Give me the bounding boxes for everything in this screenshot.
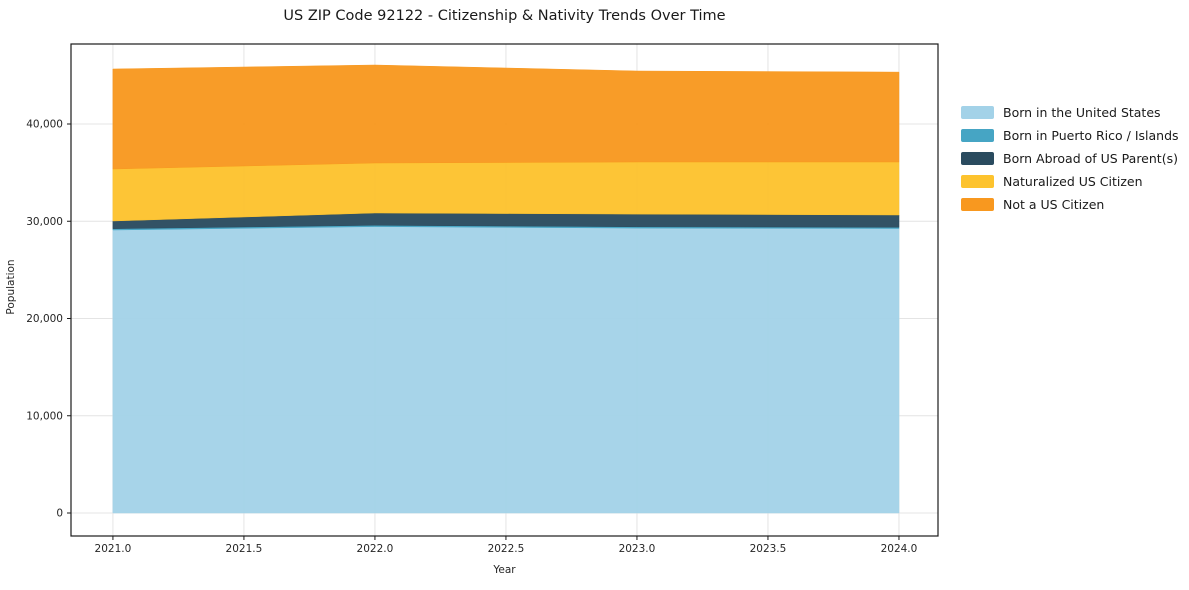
legend-label: Naturalized US Citizen bbox=[1003, 173, 1143, 189]
area-series-1 bbox=[112, 226, 900, 514]
y-tick-label: 0 bbox=[56, 508, 63, 520]
x-axis-label: Year bbox=[493, 564, 516, 576]
legend-swatch bbox=[961, 128, 994, 142]
y-axis-label: Population bbox=[5, 259, 17, 315]
legend-swatch bbox=[961, 105, 994, 119]
legend-item: Born Abroad of US Parent(s) bbox=[961, 150, 1179, 166]
x-tick-label: 2021.0 bbox=[95, 543, 132, 555]
x-tick-label: 2022.0 bbox=[357, 543, 394, 555]
area-series-4 bbox=[112, 161, 900, 222]
legend-swatch bbox=[961, 174, 994, 188]
x-tick-label: 2021.5 bbox=[226, 543, 263, 555]
legend-label: Born Abroad of US Parent(s) bbox=[1003, 150, 1178, 166]
legend-item: Born in the United States bbox=[961, 104, 1179, 120]
legend-item: Born in Puerto Rico / Islands bbox=[961, 127, 1179, 143]
y-tick-label: 30,000 bbox=[26, 216, 63, 228]
x-tick-label: 2023.0 bbox=[619, 543, 656, 555]
y-tick-label: 20,000 bbox=[26, 313, 63, 325]
y-tick-label: 10,000 bbox=[26, 410, 63, 422]
legend-label: Not a US Citizen bbox=[1003, 196, 1105, 212]
x-tick-label: 2022.5 bbox=[488, 543, 525, 555]
legend-swatch bbox=[961, 151, 994, 165]
legend-item: Naturalized US Citizen bbox=[961, 173, 1179, 189]
legend: Born in the United States Born in Puerto … bbox=[961, 104, 1179, 212]
x-tick-label: 2023.5 bbox=[750, 543, 787, 555]
legend-swatch bbox=[961, 197, 994, 211]
axes-frame bbox=[70, 43, 939, 537]
y-tick-label: 40,000 bbox=[26, 119, 63, 131]
legend-label: Born in the United States bbox=[1003, 104, 1161, 120]
area-series-5 bbox=[112, 64, 900, 170]
x-tick-label: 2024.0 bbox=[881, 543, 918, 555]
legend-label: Born in Puerto Rico / Islands bbox=[1003, 127, 1179, 143]
legend-item: Not a US Citizen bbox=[961, 196, 1179, 212]
chart-title: US ZIP Code 92122 - Citizenship & Nativi… bbox=[283, 8, 726, 24]
